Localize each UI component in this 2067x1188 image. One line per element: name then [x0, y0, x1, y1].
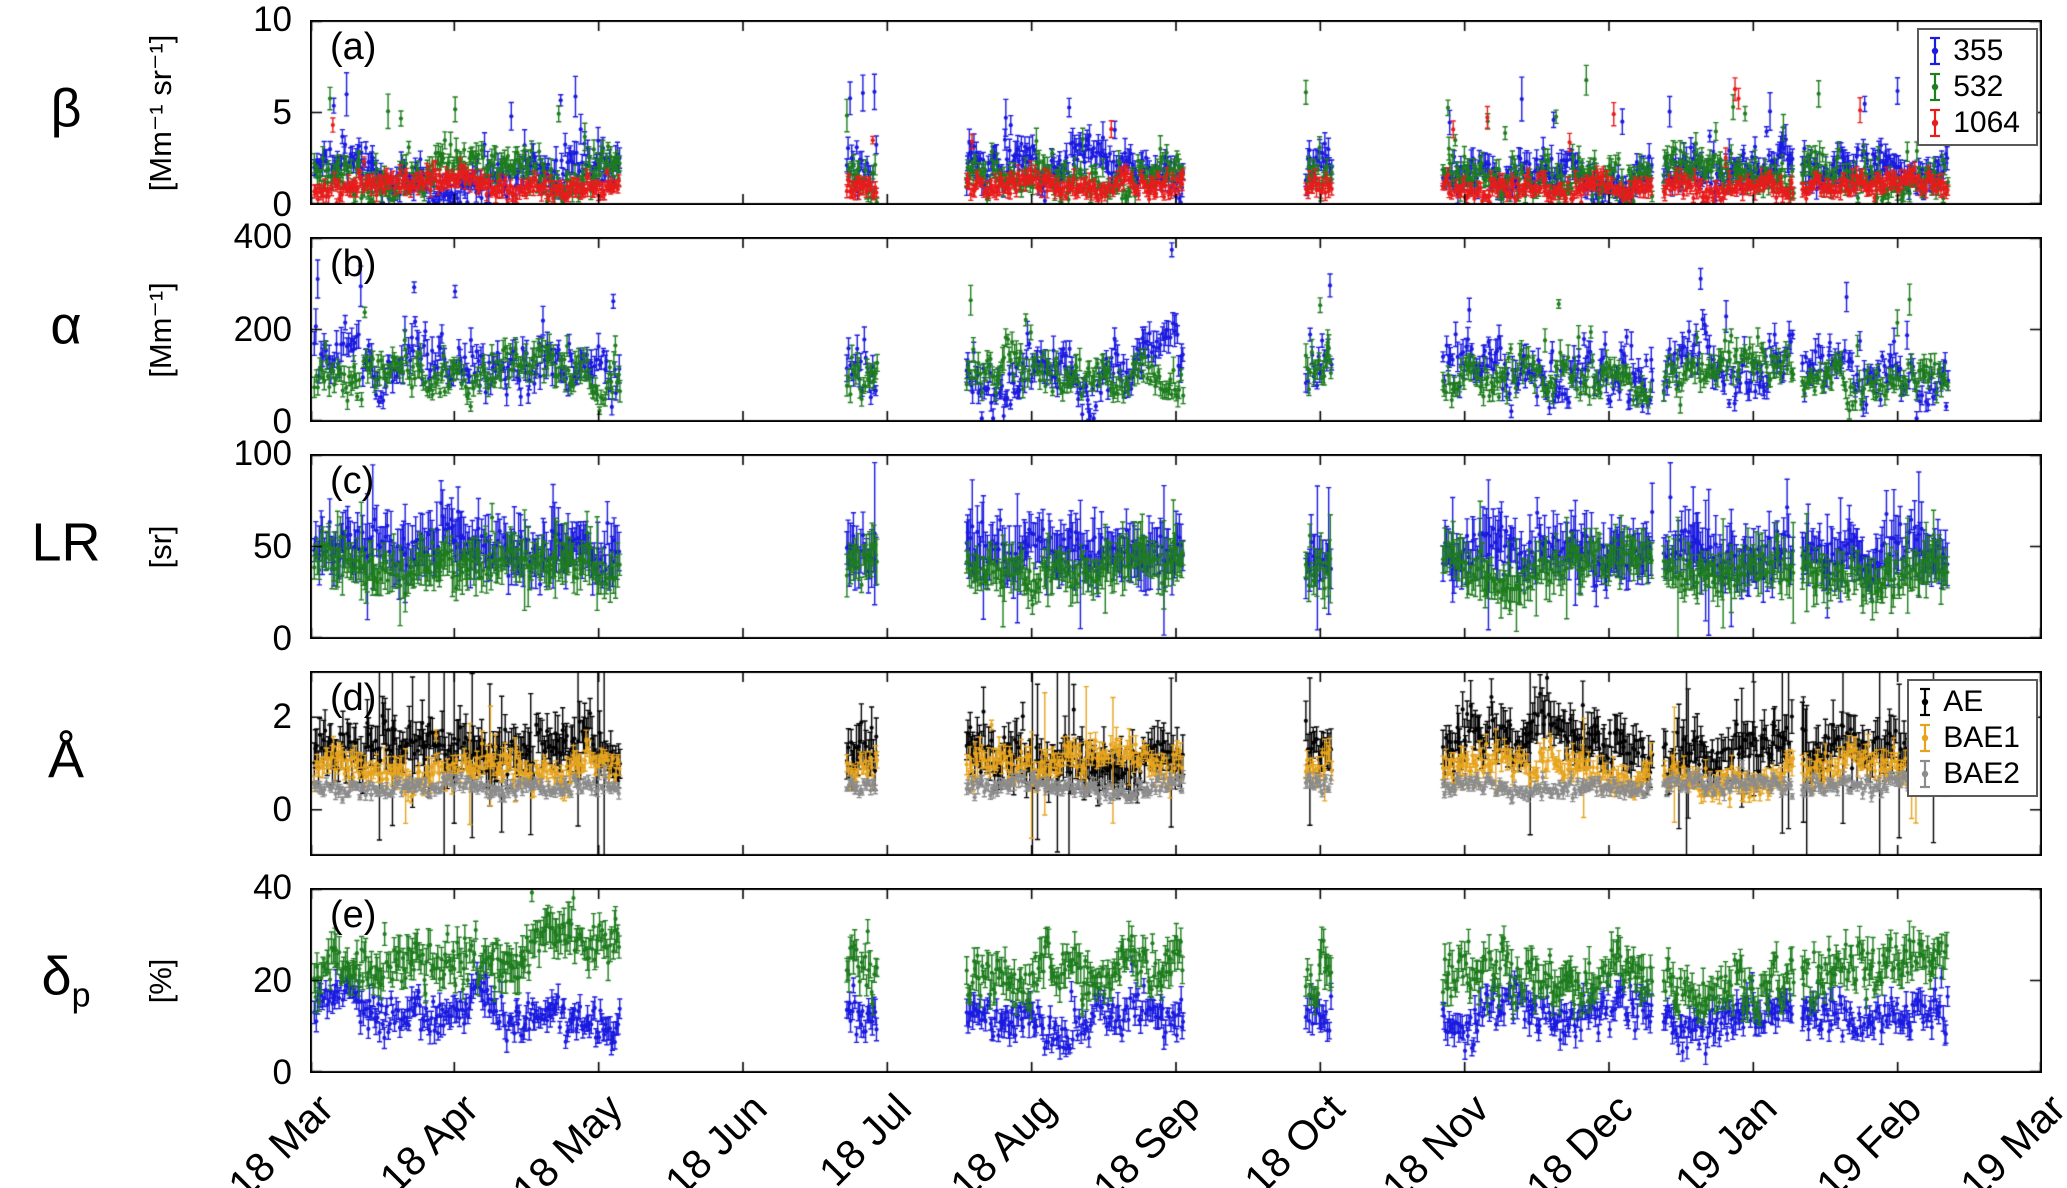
- x-axis-tick-labels: 18 Mar 18 Apr 18 May 18 Jun 18 Jul 18 Aug 18 S…: [0, 1085, 2067, 1188]
- panel-b-plot-canvas: [310, 237, 2042, 422]
- legend-label-BAE2: BAE2: [1943, 757, 2020, 790]
- x-tick-label-18-nov: 18 Nov: [1372, 1085, 1498, 1188]
- legend-label-355: 355: [1953, 34, 2004, 67]
- panel-c-ylabel-letter: LR: [31, 512, 101, 573]
- x-tick-label-18-aug: 18 Aug: [941, 1085, 1065, 1188]
- panel-a-ylabel: β: [14, 81, 118, 144]
- panel-d-legend: AE BAE1 BAE2: [1907, 679, 2038, 797]
- panel-d-plot-canvas: [310, 671, 2042, 856]
- panel-e-ylabel: δp: [14, 949, 118, 1012]
- errorbar-glyph-BAE1: [1920, 723, 1931, 753]
- x-tick-label-18-jun: 18 Jun: [655, 1085, 776, 1188]
- panel-b-ylabel-letter: α: [50, 295, 82, 356]
- panel-e-tag: (e): [330, 894, 377, 936]
- legend-item-AE: AE: [1917, 684, 2020, 720]
- panel-c-lidar-ratio: LR [sr] (c) 0 50 100: [0, 434, 2067, 658]
- panel-a-ytick-0: 0: [272, 185, 292, 224]
- panel-c-ytick-50: 50: [253, 526, 292, 566]
- x-tick-label-19-mar: 19 Mar: [1951, 1085, 2067, 1188]
- legend-label-532: 532: [1953, 70, 2004, 103]
- panel-b-ylabel: α: [14, 298, 118, 361]
- panel-b-alpha: α [Mm⁻¹] (b) 0 200 400: [0, 217, 2067, 441]
- legend-label-AE: AE: [1943, 685, 1984, 718]
- legend-item-355: 355: [1927, 33, 2020, 69]
- x-tick-label-19-jan: 19 Jan: [1666, 1085, 1786, 1188]
- panel-b-ytick-400: 400: [233, 217, 292, 256]
- panel-e-ytick-40: 40: [253, 868, 292, 907]
- x-tick-label-18-apr: 18 Apr: [370, 1085, 487, 1188]
- panel-a-legend: 355 532 1064: [1917, 28, 2038, 146]
- legend-label-BAE1: BAE1: [1943, 721, 2020, 754]
- panel-e-ytick-0: 0: [272, 1053, 292, 1092]
- panel-d-ytick-0: 0: [272, 789, 292, 829]
- panel-a-tag: (a): [330, 26, 377, 68]
- panel-a-ytick-5: 5: [272, 92, 292, 132]
- x-tick-label-19-feb: 19 Feb: [1807, 1085, 1931, 1188]
- panel-a-beta: β [Mm⁻¹ sr⁻¹] (a) 0 5 10 355 532 1064: [0, 0, 2067, 224]
- panel-b-ytick-200: 200: [233, 309, 292, 349]
- legend-label-1064: 1064: [1953, 106, 2020, 139]
- panel-b-tag: (b): [330, 243, 377, 285]
- panel-e-depolarization: δp [%] (e) 0 20 40: [0, 868, 2067, 1092]
- x-tick-label-18-jul: 18 Jul: [809, 1085, 920, 1188]
- panel-d-ylabel-letter: Å: [47, 729, 85, 790]
- panel-b-ytick-0: 0: [272, 402, 292, 441]
- panel-d-tag: (d): [330, 677, 377, 719]
- panel-c-plot-canvas: [310, 454, 2042, 639]
- x-tick-label-18-sep: 18 Sep: [1084, 1085, 1209, 1188]
- x-tick-label-18-oct: 18 Oct: [1234, 1085, 1353, 1188]
- errorbar-glyph-532: [1930, 72, 1941, 102]
- x-tick-label-18-may: 18 May: [503, 1085, 632, 1188]
- panel-e-plot-canvas: [310, 888, 2042, 1073]
- x-tick-label-18-mar: 18 Mar: [219, 1085, 343, 1188]
- legend-item-BAE1: BAE1: [1917, 720, 2020, 756]
- panel-c-ytick-0: 0: [272, 619, 292, 658]
- legend-item-BAE2: BAE2: [1917, 756, 2020, 792]
- x-tick-label-18-dec: 18 Dec: [1517, 1085, 1642, 1188]
- errorbar-glyph-BAE2: [1920, 759, 1931, 789]
- panel-a-ylabel-letter: β: [50, 78, 82, 139]
- panel-e-ylabel-letter: δ: [41, 946, 72, 1007]
- errorbar-glyph-AE: [1920, 687, 1931, 717]
- panel-c-ylabel: LR: [14, 515, 118, 578]
- panel-c-ytick-100: 100: [233, 434, 292, 473]
- panel-a-ytick-10: 10: [253, 0, 292, 39]
- panel-a-plot-canvas: [310, 20, 2042, 205]
- legend-item-532: 532: [1927, 69, 2020, 105]
- panel-d-ylabel: Å: [14, 732, 118, 795]
- panel-e-ytick-20: 20: [253, 960, 292, 1000]
- legend-item-1064: 1064: [1927, 105, 2020, 141]
- panel-d-ytick-2: 2: [272, 697, 292, 737]
- errorbar-glyph-355: [1930, 36, 1941, 66]
- panel-d-angstrom-exponent: Å (d) 0 2 AE BAE1 BAE2: [0, 671, 2067, 856]
- panel-c-tag: (c): [330, 460, 375, 502]
- panel-e-ylabel-sub: p: [71, 975, 91, 1014]
- errorbar-glyph-1064: [1930, 108, 1941, 138]
